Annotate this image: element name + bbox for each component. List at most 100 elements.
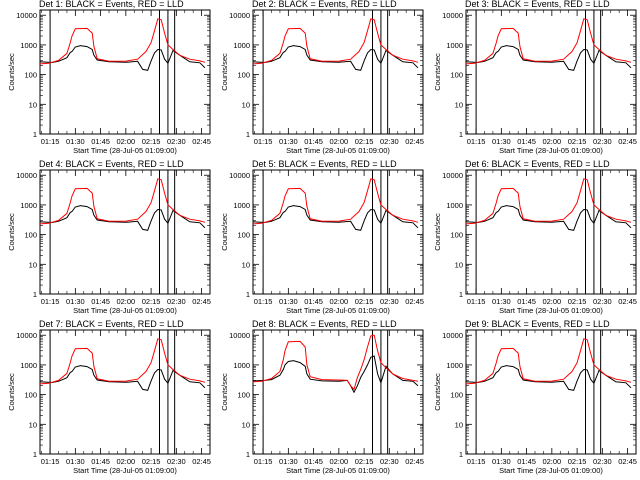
x-tick-label: 01:45 [517,297,536,306]
x-tick-label: 02:00 [329,297,348,306]
y-tick-label: 1000 [233,361,250,370]
chart-title: Det 7: BLACK = Events, RED = LLD [39,319,184,329]
y-tick-label: 1 [246,290,250,299]
y-tick-label: 10000 [229,331,250,340]
y-tick-label: 10000 [16,171,37,180]
chart-title: Det 2: BLACK = Events, RED = LLD [252,0,397,9]
series-line-lld [252,18,419,65]
plot-frame [252,169,424,295]
y-tick-label: 10 [29,260,37,269]
x-tick-label: 02:30 [380,137,399,146]
y-tick-label: 1000 [20,41,37,50]
y-axis-label: Counts/sec [7,373,16,411]
series-line-lld [252,178,419,225]
plot-frame [465,169,637,295]
x-tick-label: 01:30 [492,457,511,466]
y-tick-label: 1 [459,130,463,139]
y-tick-label: 100 [237,231,250,240]
x-tick-label: 02:30 [380,457,399,466]
x-tick-label: 01:45 [517,457,536,466]
chart-title: Det 9: BLACK = Events, RED = LLD [465,319,610,329]
y-axis-label: Counts/sec [7,213,16,251]
series-line-events [465,365,632,391]
chart-title: Det 5: BLACK = Events, RED = LLD [252,159,397,169]
x-tick-label: 02:30 [167,297,186,306]
x-tick-label: 01:30 [279,137,298,146]
x-tick-label: 02:00 [116,297,135,306]
x-tick-label: 01:15 [254,137,273,146]
x-tick-label: 02:30 [167,137,186,146]
x-axis-label: Start Time (28-Jul-05 01:09:00) [499,146,603,155]
y-tick-label: 100 [450,231,463,240]
y-axis-label: Counts/sec [433,53,442,91]
x-tick-label: 01:45 [304,297,323,306]
chart-panel-5: Det 5: BLACK = Events, RED = LLD 1 10 100 10… [220,159,424,315]
x-tick-label: 01:15 [467,297,486,306]
x-tick-label: 02:15 [142,457,161,466]
series-line-lld [39,178,206,225]
chart-panel-6: Det 6: BLACK = Events, RED = LLD 1 10 100 10… [433,159,637,315]
plot-frame [39,329,211,455]
x-tick-label: 02:00 [542,457,561,466]
y-tick-label: 1 [459,290,463,299]
x-tick-label: 02:30 [593,457,612,466]
x-tick-label: 02:45 [618,297,637,306]
y-tick-label: 10 [455,260,463,269]
x-tick-label: 02:30 [593,297,612,306]
y-tick-label: 100 [24,71,37,80]
chart-panel-7: Det 7: BLACK = Events, RED = LLD 1 10 100 10… [7,319,211,475]
x-tick-label: 02:45 [405,137,424,146]
x-tick-label: 01:30 [492,137,511,146]
y-axis-label: Counts/sec [7,53,16,91]
y-tick-label: 1000 [20,361,37,370]
x-axis-label: Start Time (28-Jul-05 01:09:00) [499,466,603,475]
y-tick-label: 10 [455,100,463,109]
y-tick-label: 10000 [16,331,37,340]
y-tick-label: 10000 [442,331,463,340]
x-tick-label: 02:00 [329,457,348,466]
y-tick-label: 1000 [233,201,250,210]
x-tick-label: 02:15 [568,457,587,466]
y-tick-label: 1 [33,290,37,299]
x-tick-label: 01:30 [66,297,85,306]
y-tick-label: 1 [246,130,250,139]
x-tick-label: 02:00 [116,457,135,466]
chart-title: Det 6: BLACK = Events, RED = LLD [465,159,610,169]
x-tick-label: 01:45 [91,457,110,466]
y-tick-label: 100 [450,71,463,80]
x-tick-label: 01:45 [91,137,110,146]
x-tick-label: 02:15 [568,297,587,306]
y-tick-label: 10 [455,420,463,429]
x-tick-label: 02:30 [167,457,186,466]
x-tick-label: 01:30 [66,457,85,466]
y-tick-label: 10 [29,100,37,109]
x-tick-label: 01:30 [279,297,298,306]
x-tick-label: 02:45 [405,297,424,306]
y-tick-label: 10000 [16,11,37,20]
x-tick-label: 01:45 [304,137,323,146]
y-tick-label: 1000 [446,41,463,50]
y-tick-label: 1000 [446,361,463,370]
series-line-events [39,205,206,231]
series-line-events [39,45,206,71]
x-tick-label: 01:15 [41,457,60,466]
y-tick-label: 100 [24,231,37,240]
y-tick-label: 10000 [442,11,463,20]
y-tick-label: 10000 [229,11,250,20]
x-axis-label: Start Time (28-Jul-05 01:09:00) [286,146,390,155]
x-tick-label: 02:15 [142,137,161,146]
chart-panel-2: Det 2: BLACK = Events, RED = LLD 1 10 100 10… [220,0,424,155]
x-axis-label: Start Time (28-Jul-05 01:09:00) [73,306,177,315]
x-tick-label: 02:45 [405,457,424,466]
x-tick-label: 01:15 [254,457,273,466]
series-line-lld [465,18,632,65]
chart-panel-8: Det 8: BLACK = Events, RED = LLD 1 10 100 10… [220,319,424,475]
y-tick-label: 10000 [229,171,250,180]
series-line-lld [465,178,632,225]
y-axis-label: Counts/sec [220,53,229,91]
y-tick-label: 100 [237,71,250,80]
chart-title: Det 8: BLACK = Events, RED = LLD [252,319,397,329]
x-tick-label: 01:30 [279,457,298,466]
x-tick-label: 01:45 [517,137,536,146]
